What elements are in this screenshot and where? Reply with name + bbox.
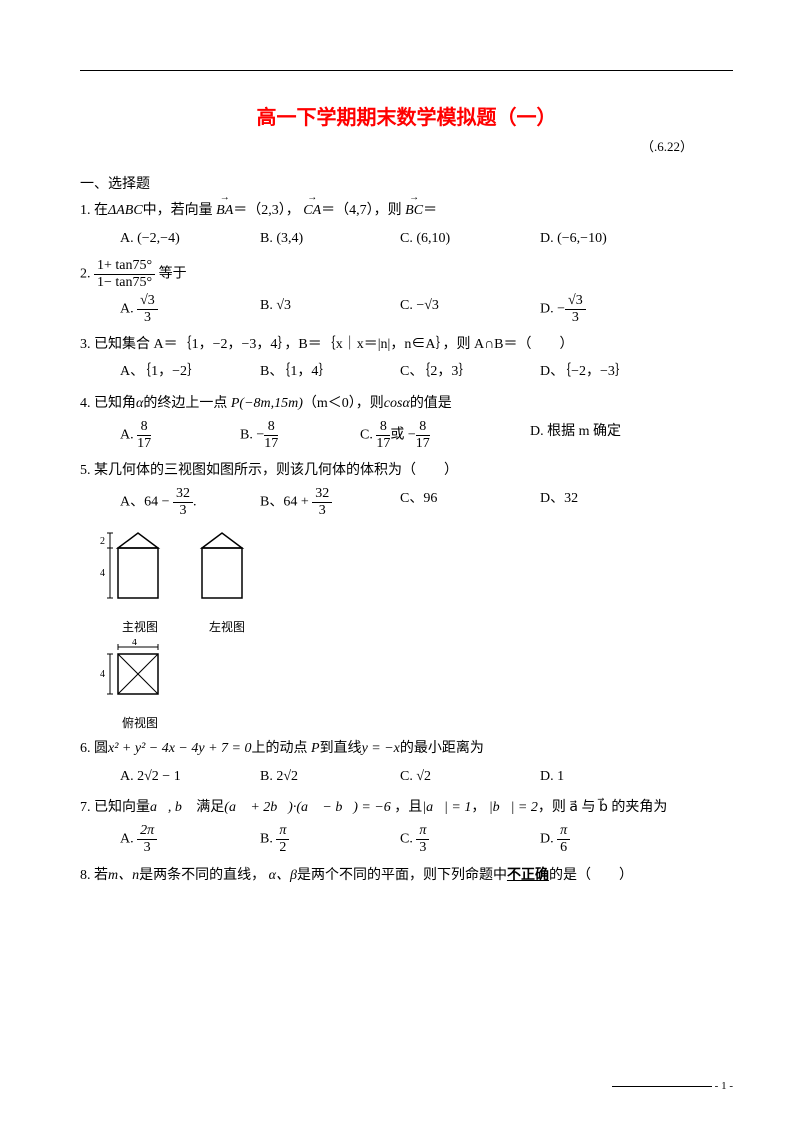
question-4: 4. 已知角α的终边上一点 P(−8m,15m)（m＜0），则cosα的值是 A… bbox=[80, 392, 733, 451]
page-number: - 1 - bbox=[715, 1080, 733, 1092]
question-8: 8. 若m、n是两条不同的直线， α、β是两个不同的平面，则下列命题中不正确的是… bbox=[80, 863, 733, 888]
question-6: 6. 圆x² + y² − 4x − 4y + 7 = 0上的动点 P到直线y … bbox=[80, 737, 733, 789]
page-footer: - 1 - bbox=[612, 1080, 733, 1092]
page-title: 高一下学期期末数学模拟题（一） bbox=[80, 101, 733, 130]
q5-opt-b: B、64 + 323 bbox=[260, 487, 400, 518]
q3-opt-d: D、｛−2，−3｝ bbox=[540, 360, 680, 384]
q5-opt-d: D、32 bbox=[540, 487, 680, 518]
q1-opt-c: C. (6,10) bbox=[400, 227, 540, 251]
q6-opt-c: C. √2 bbox=[400, 765, 540, 789]
q1-opt-a: A. (−2,−4) bbox=[120, 227, 260, 251]
q2-opt-b: B. √3 bbox=[260, 294, 400, 325]
q5-opt-a: A、64 − 323. bbox=[120, 487, 260, 518]
q6-opt-d: D. 1 bbox=[540, 765, 680, 789]
q4-opt-c: C. 817或 −817 bbox=[360, 420, 530, 451]
svg-text:2: 2 bbox=[100, 536, 105, 547]
q4-opt-d: D. 根据 m 确定 bbox=[530, 420, 670, 451]
svg-text:4: 4 bbox=[132, 639, 137, 648]
question-7: 7. 已知向量a⃗, b⃗ 满足(a⃗ + 2b⃗)·(a⃗ − b⃗) = −… bbox=[80, 796, 733, 855]
question-1: 1. 在ΔABC中，若向量 BA＝（2,3）， CA＝（4,7），则 BC＝ A… bbox=[80, 199, 733, 251]
top-rule bbox=[80, 70, 733, 71]
q7-opt-b: B. π2 bbox=[260, 824, 400, 855]
q1-opt-d: D. (−6,−10) bbox=[540, 227, 680, 251]
q1-opt-b: B. (3,4) bbox=[260, 227, 400, 251]
date: （.6.22） bbox=[80, 136, 693, 155]
question-5: 5. 某几何体的三视图如图所示，则该几何体的体积为（ ） A、64 − 323.… bbox=[80, 459, 733, 518]
side-view: 左视图 bbox=[192, 528, 262, 635]
q7-opt-a: A. 2π3 bbox=[120, 824, 260, 855]
q3-opt-a: A、｛1，−2｝ bbox=[120, 360, 260, 384]
q6-opt-a: A. 2√2 − 1 bbox=[120, 765, 260, 789]
q2-opt-a: A. √33 bbox=[120, 294, 260, 325]
q7-opt-d: D. π6 bbox=[540, 824, 680, 855]
top-view: 4 4 俯视图 bbox=[100, 639, 180, 731]
three-views-figure: 2 4 主视图 左视图 bbox=[100, 528, 733, 731]
q2-opt-c: C. −√3 bbox=[400, 294, 540, 325]
question-2: 2. 1+ tan75°1− tan75° 等于 A. √33 B. √3 C.… bbox=[80, 259, 733, 325]
svg-text:4: 4 bbox=[100, 568, 105, 579]
q4-opt-b: B. −817 bbox=[240, 420, 360, 451]
question-3: 3. 已知集合 A＝｛1，−2，−3，4｝，B＝｛x｜x＝|n|，n∈A｝，则 … bbox=[80, 333, 733, 385]
q6-opt-b: B. 2√2 bbox=[260, 765, 400, 789]
q3-opt-c: C、｛2，3｝ bbox=[400, 360, 540, 384]
front-view: 2 4 主视图 bbox=[100, 528, 180, 635]
q7-opt-c: C. π3 bbox=[400, 824, 540, 855]
q3-opt-b: B、｛1，4｝ bbox=[260, 360, 400, 384]
q2-opt-d: D. −√33 bbox=[540, 294, 680, 325]
svg-text:4: 4 bbox=[100, 669, 105, 680]
q5-opt-c: C、96 bbox=[400, 487, 540, 518]
q4-opt-a: A. 817 bbox=[120, 420, 240, 451]
